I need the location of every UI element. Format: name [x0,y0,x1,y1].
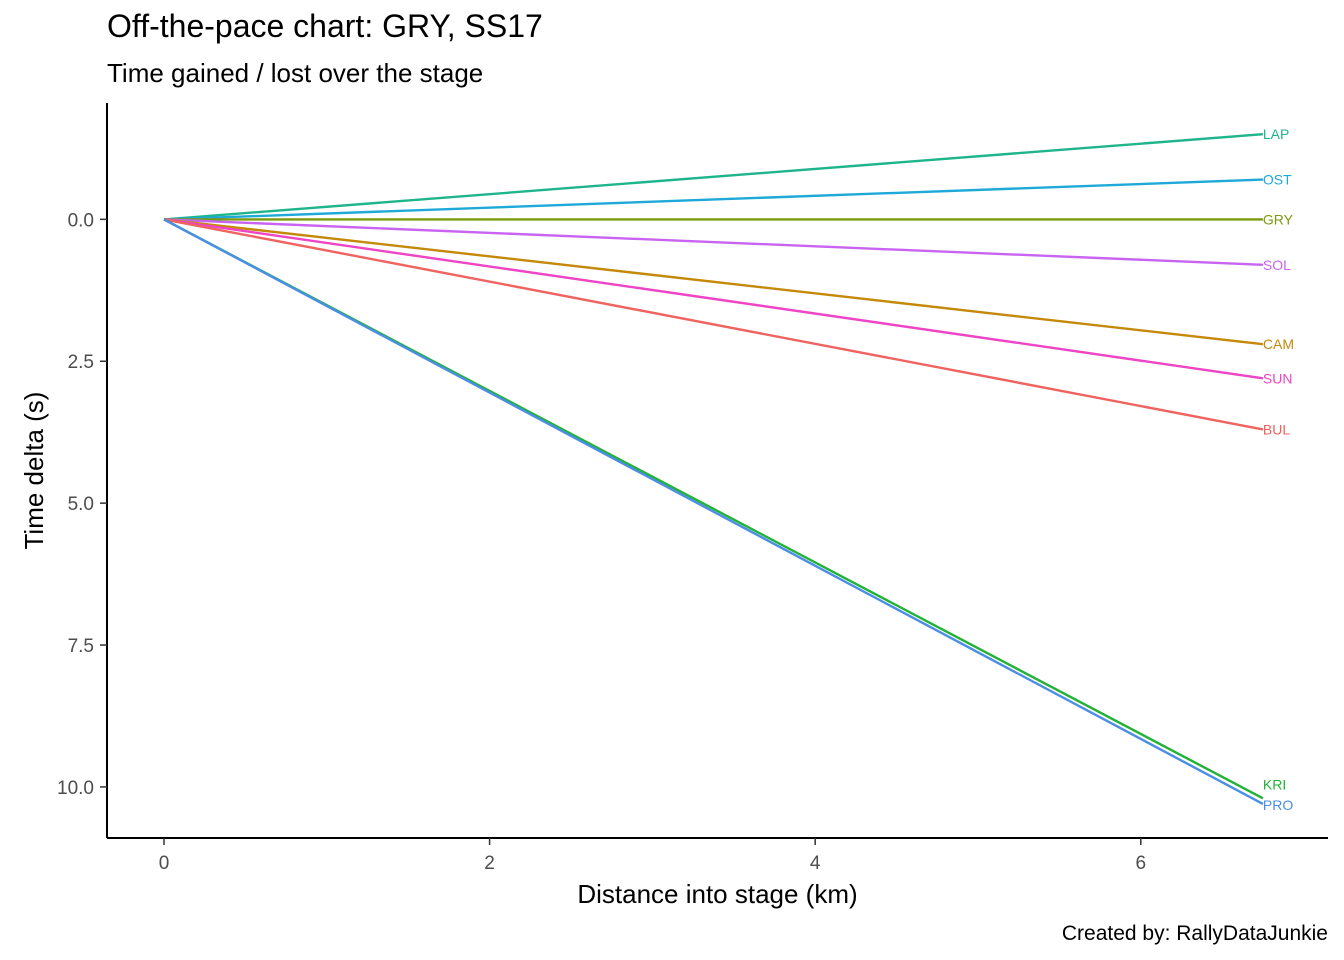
series-line-ost [163,178,1263,221]
chart-title: Off-the-pace chart: GRY, SS17 [107,8,543,44]
axes-group: 0 2 4 6 0.0 2.5 5.0 7.5 10.0 [57,103,1328,874]
x-axis-title: Distance into stage (km) [577,879,857,909]
y-axis-title: Time delta (s) [19,392,49,550]
y-tick-label: 2.5 [68,352,94,373]
x-tick-label: 0 [159,853,170,874]
y-tick-label: 5.0 [68,494,94,515]
series-label-bul: BUL [1263,421,1290,437]
y-tick-label: 7.5 [68,636,94,657]
y-tick-label: 10.0 [57,778,94,799]
series-label-sun: SUN [1263,370,1293,386]
x-tick-label: 4 [810,853,821,874]
series-label-cam: CAM [1263,336,1294,352]
series-line-bul [163,218,1264,431]
series-labels-group: LAP OST GRY SOL CAM SUN BUL KRI PRO [1263,126,1294,813]
series-line-pro [163,218,1264,805]
chart-subtitle: Time gained / lost over the stage [107,58,484,88]
series-label-sol: SOL [1263,257,1291,273]
series-label-gry: GRY [1263,211,1294,227]
x-tick-label: 2 [484,853,495,874]
x-tick-label: 6 [1135,853,1146,874]
y-tick-label: 0.0 [68,210,94,231]
series-line-sol [163,218,1263,266]
series-lines-group [163,133,1264,805]
chart-caption: Created by: RallyDataJunkie [1061,922,1328,945]
series-line-sun [163,218,1264,380]
series-line-lap [163,133,1263,221]
series-label-kri: KRI [1263,776,1286,792]
series-line-cam [163,218,1264,346]
series-label-pro: PRO [1263,797,1293,813]
series-label-ost: OST [1263,172,1292,188]
series-label-lap: LAP [1263,126,1289,142]
